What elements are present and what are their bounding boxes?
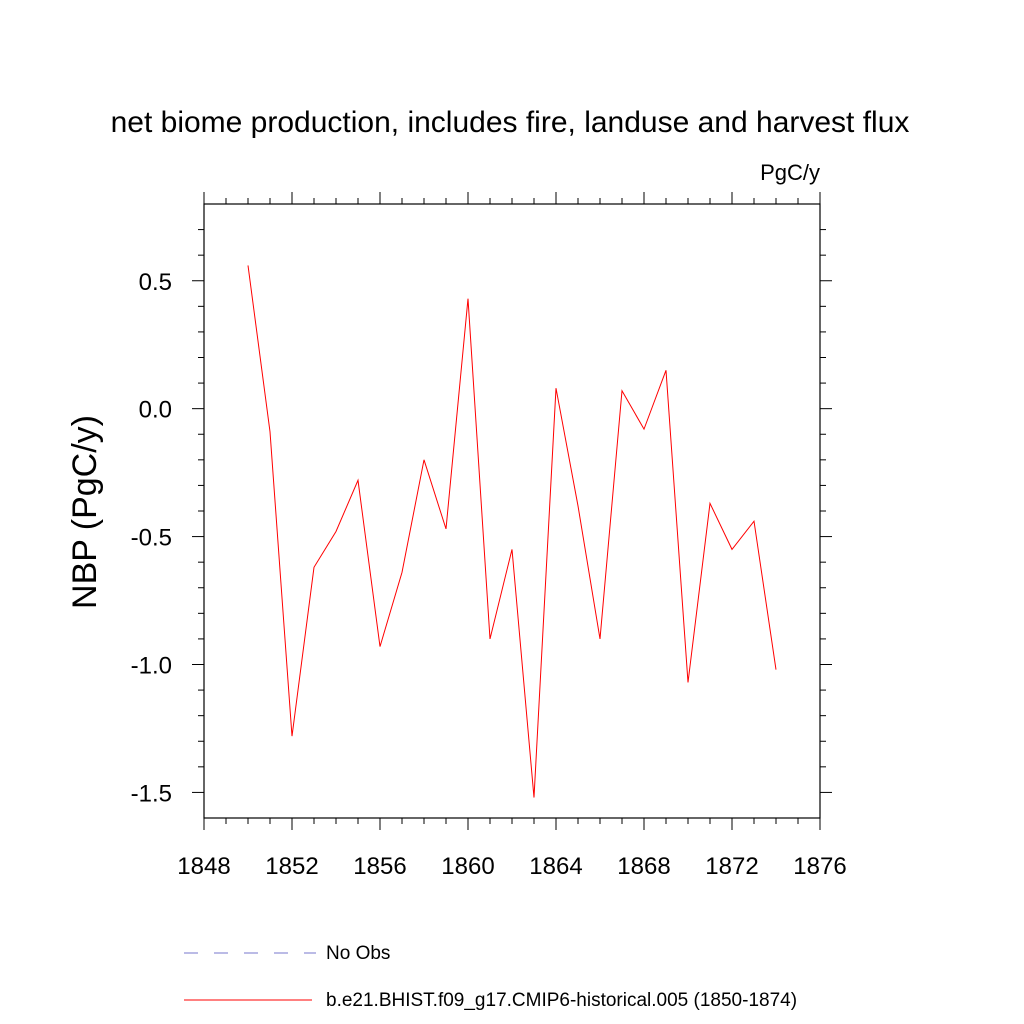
axis-ticks <box>192 192 832 830</box>
x-tick-label: 1852 <box>265 853 318 880</box>
plot-frame <box>203 203 821 819</box>
legend-label-no-obs: No Obs <box>326 943 390 964</box>
legend-label-historical: b.e21.BHIST.f09_g17.CMIP6-historical.005… <box>326 990 797 1011</box>
x-tick-label: 1864 <box>529 853 582 880</box>
y-tick-label: 0.5 <box>139 269 172 296</box>
x-tick-label: 1868 <box>617 853 670 880</box>
x-tick-label: 1860 <box>441 853 494 880</box>
chart-title: net biome production, includes fire, lan… <box>111 106 910 139</box>
x-tick-label: 1872 <box>705 853 758 880</box>
y-tick-label: -1.0 <box>131 653 172 680</box>
x-tick-label: 1876 <box>793 853 846 880</box>
y-tick-label: -0.5 <box>131 525 172 552</box>
series-line-historical <box>247 265 777 798</box>
units-label: PgC/y <box>760 160 820 185</box>
y-axis-title: NBP (PgC/y) <box>66 415 104 609</box>
y-tick-label: 0.0 <box>139 397 172 424</box>
x-tick-label: 1848 <box>177 853 230 880</box>
legend: No Obs b.e21.BHIST.f09_g17.CMIP6-histori… <box>184 943 797 1011</box>
series-layer <box>247 265 777 798</box>
x-tick-label: 1856 <box>353 853 406 880</box>
axis-tick-labels: 1848 1852 1856 1860 1864 1868 1872 1876 -1.5 -1.0… <box>131 269 847 880</box>
y-tick-label: -1.5 <box>131 780 172 807</box>
